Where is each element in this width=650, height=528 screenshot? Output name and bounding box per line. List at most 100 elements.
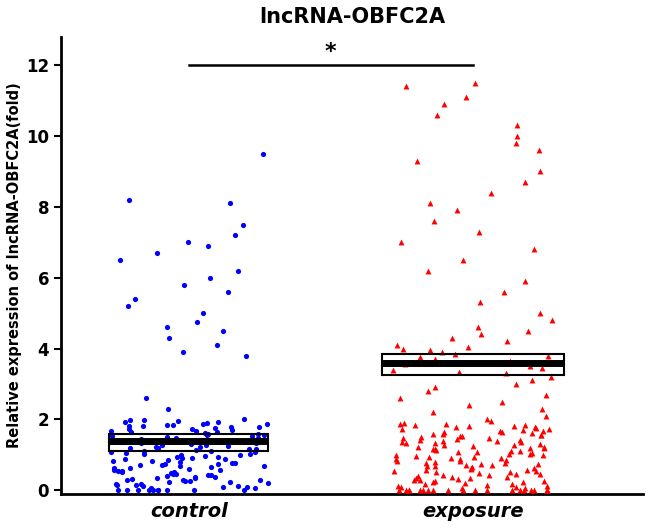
Point (430, 439, 440, 448)
Point (146, 484, 157, 492)
Y-axis label: Relative expression of lncRNA-OBFC2A(fold): Relative expression of lncRNA-OBFC2A(fol… (7, 82, 22, 448)
Point (419, 479, 430, 488)
Point (486, 417, 497, 426)
Point (135, 460, 146, 469)
Point (531, 424, 541, 432)
Point (124, 422, 134, 431)
Point (395, 419, 405, 428)
Point (499, 288, 509, 296)
Point (526, 429, 537, 437)
Point (500, 456, 511, 464)
Point (511, 380, 521, 388)
Point (160, 459, 170, 468)
Point (204, 274, 214, 282)
Point (168, 420, 178, 429)
Point (157, 441, 167, 449)
Point (515, 446, 526, 455)
Point (125, 464, 136, 473)
Point (109, 464, 120, 472)
Point (530, 466, 541, 475)
Point (473, 228, 484, 236)
Point (222, 288, 233, 296)
Point (458, 256, 468, 264)
Point (430, 383, 440, 392)
Point (192, 318, 202, 326)
Point (254, 423, 264, 431)
Point (117, 467, 127, 476)
Point (534, 309, 545, 317)
Point (124, 425, 134, 433)
Point (127, 475, 137, 483)
Point (162, 472, 172, 480)
Point (430, 476, 440, 485)
Point (505, 357, 515, 365)
Point (484, 433, 494, 442)
Point (507, 480, 517, 488)
Point (178, 348, 188, 356)
Point (164, 334, 175, 342)
Point (396, 438, 407, 447)
Point (410, 476, 420, 485)
Point (528, 486, 539, 494)
Point (538, 442, 549, 451)
Point (456, 432, 467, 440)
Point (163, 456, 174, 464)
Point (520, 178, 530, 186)
Point (391, 455, 402, 463)
Point (476, 459, 487, 468)
Point (482, 480, 492, 489)
Point (133, 486, 143, 494)
Point (202, 431, 213, 439)
Point (263, 479, 273, 487)
Point (533, 146, 543, 154)
Point (163, 404, 174, 413)
Point (538, 427, 548, 435)
Point (532, 460, 543, 468)
Point (428, 478, 439, 487)
Point (151, 443, 161, 451)
Point (186, 440, 196, 448)
Point (392, 341, 402, 349)
Point (214, 466, 225, 474)
Point (468, 442, 478, 450)
Point (527, 376, 538, 384)
Point (250, 484, 261, 493)
Point (198, 309, 208, 317)
Point (463, 422, 474, 431)
Point (178, 475, 188, 484)
Point (504, 450, 514, 458)
Point (515, 486, 525, 494)
Point (196, 436, 206, 444)
Point (157, 461, 167, 469)
Point (243, 445, 254, 453)
Point (424, 346, 435, 354)
Point (259, 430, 269, 439)
Point (210, 473, 220, 481)
Point (542, 486, 552, 494)
Point (535, 167, 545, 176)
Point (250, 445, 261, 454)
Point (421, 466, 432, 474)
Point (473, 323, 483, 332)
Point (423, 387, 434, 395)
Point (541, 412, 551, 420)
Point (517, 426, 528, 434)
Point (172, 452, 182, 461)
Point (235, 451, 246, 460)
Point (389, 467, 400, 476)
Point (258, 149, 268, 158)
Point (185, 476, 196, 485)
Point (262, 419, 272, 428)
Point (463, 343, 473, 351)
Point (218, 483, 229, 492)
Point (500, 459, 510, 467)
Point (202, 419, 212, 427)
Point (226, 423, 236, 432)
Point (191, 427, 202, 435)
Point (457, 484, 467, 493)
Point (152, 444, 162, 452)
Point (401, 82, 411, 91)
Point (525, 362, 535, 371)
Point (535, 440, 545, 448)
Point (519, 484, 530, 492)
